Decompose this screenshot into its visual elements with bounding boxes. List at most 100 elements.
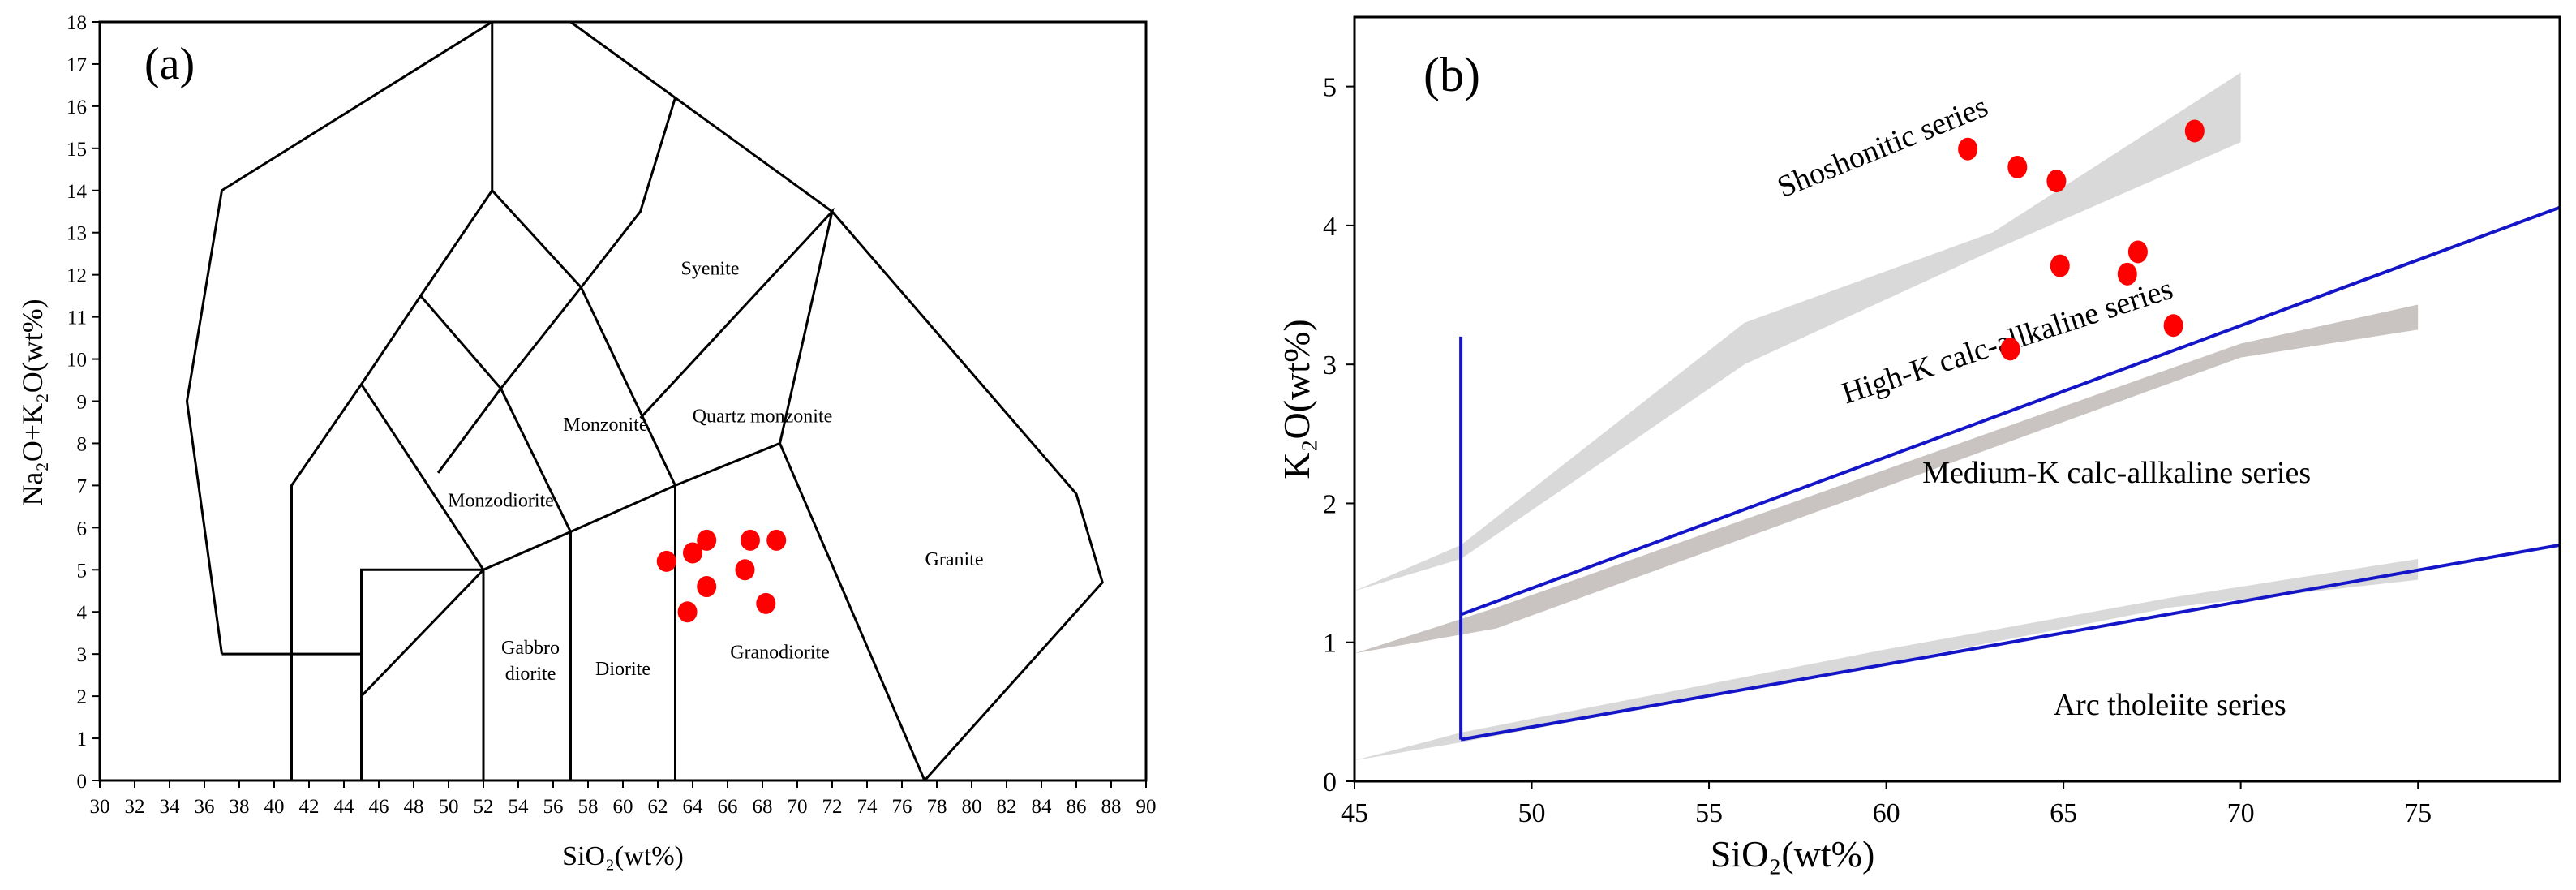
tas-x-tick-label: 70 — [788, 796, 808, 818]
tas-x-tick-label: 72 — [822, 796, 843, 818]
tas-x-tick-label: 62 — [648, 796, 668, 818]
tas-x-axis-label: SiO₂(wt%) — [562, 841, 684, 871]
tas-x-tick-label: 42 — [299, 796, 320, 818]
tas-boundary-line — [419, 295, 502, 389]
k2o-y-ticks: 0 1 2 3 4 5 — [1323, 73, 1355, 798]
tas-x-tick-label: 84 — [1032, 796, 1053, 818]
tas-x-tick-label: 56 — [543, 796, 564, 818]
tas-x-tick-label: 60 — [613, 796, 633, 818]
k2o-x-tick-label: 45 — [1341, 798, 1368, 828]
tas-x-tick-label: 88 — [1101, 796, 1122, 818]
tas-x-tick-label: 36 — [195, 796, 215, 818]
k2o-sample-point — [2117, 262, 2137, 286]
tas-sample-point — [756, 592, 776, 614]
tas-boundary-line — [639, 207, 835, 444]
tas-field-label: Monzonite — [564, 415, 648, 436]
tas-sample-point — [683, 542, 702, 564]
tas-field-label: Monzodiorite — [448, 490, 554, 511]
series-bands — [1355, 72, 2419, 761]
tas-sample-point — [697, 529, 717, 551]
k2o-x-axis-label: SiO₂(wt%) — [1711, 833, 1875, 875]
k2o-y-axis-label: K₂O(wt%) — [1276, 319, 1317, 479]
k2o-x-tick-label: 75 — [2404, 798, 2432, 828]
k2o-x-tick-label: 50 — [1518, 798, 1546, 828]
tholeiite-boundary-line — [1460, 543, 2561, 742]
tas-y-tick-label: 1 — [77, 729, 88, 750]
tas-boundary-line — [360, 383, 485, 571]
k2o-sample-points — [1958, 119, 2205, 361]
k2o-plot-frame — [1353, 15, 2561, 783]
tas-y-tick-label: 5 — [77, 560, 88, 582]
tas-x-tick-label: 48 — [404, 796, 424, 818]
tas-y-tick-label: 11 — [67, 307, 87, 329]
k2o-y-tick-label: 2 — [1323, 489, 1337, 519]
tas-y-tick-label: 6 — [77, 518, 88, 540]
tas-boundary-line — [290, 188, 926, 781]
tas-y-tick-label: 16 — [67, 97, 87, 118]
tas-field-label: Granite — [925, 549, 984, 570]
k2o-x-tick-label: 55 — [1695, 798, 1723, 828]
k2o-sample-point — [2050, 254, 2070, 277]
tas-y-tick-label: 7 — [77, 475, 88, 497]
panel-a-label: (a) — [144, 39, 195, 89]
shoshonitic-band — [1355, 72, 2241, 591]
tas-y-tick-label: 10 — [67, 350, 87, 372]
tas-diagram-panel: 30 32 34 36 38 40 42 44 46 48 50 52 54 56 58 60 62 64 66 68… — [16, 12, 1157, 871]
tas-field-boundaries — [185, 20, 1104, 782]
tas-x-tick-label: 32 — [125, 796, 145, 818]
tas-field-label: Syenite — [681, 259, 740, 280]
series-boundary-lines — [1459, 205, 2561, 742]
tas-x-tick-label: 74 — [857, 796, 878, 818]
tas-x-tick-label: 82 — [997, 796, 1017, 818]
k2o-sample-point — [2007, 155, 2028, 178]
tas-x-tick-label: 52 — [474, 796, 494, 818]
tas-field-label: Gabbro diorite — [501, 638, 560, 685]
k2o-sample-point — [2163, 314, 2183, 338]
tas-x-tick-label: 38 — [230, 796, 250, 818]
tas-x-tick-label: 54 — [509, 796, 530, 818]
high-k-boundary-line — [1460, 205, 2561, 617]
tas-field-label: Granodiorite — [730, 642, 830, 663]
tas-y-tick-label: 4 — [77, 602, 88, 624]
tas-y-tick-label: 3 — [77, 644, 88, 666]
tas-x-tick-label: 40 — [264, 796, 285, 818]
tas-x-tick-label: 86 — [1067, 796, 1087, 818]
tas-x-tick-label: 30 — [90, 796, 110, 818]
tas-x-tick-label: 76 — [892, 796, 912, 818]
tas-y-tick-label: 15 — [67, 139, 87, 161]
k2o-sample-point — [2184, 119, 2205, 143]
k2o-y-tick-label: 4 — [1323, 212, 1337, 242]
tas-boundary-line — [580, 97, 676, 289]
high-k-band — [1355, 304, 2419, 654]
tas-x-tick-label: 78 — [927, 796, 947, 818]
tas-boundary-line — [360, 569, 485, 698]
panel-b-label: (b) — [1423, 48, 1480, 101]
tas-x-tick-label: 90 — [1136, 796, 1157, 818]
tas-sample-points — [656, 529, 787, 623]
tas-x-ticks: 30 32 34 36 38 40 42 44 46 48 50 52 54 56 58 60 62 64 66 68… — [90, 780, 1157, 818]
tas-x-tick-label: 64 — [683, 796, 704, 818]
tas-y-axis-label: Na₂O+K₂O(wt%) — [16, 299, 49, 505]
k2o-sample-point — [2127, 240, 2148, 264]
tas-x-tick-label: 58 — [578, 796, 599, 818]
tas-y-tick-label: 8 — [77, 433, 88, 455]
tas-x-tick-label: 44 — [334, 796, 355, 818]
tas-x-tick-label: 50 — [439, 796, 459, 818]
tas-x-tick-label: 68 — [753, 796, 773, 818]
k2o-x-tick-label: 60 — [1873, 798, 1900, 828]
series-label: Medium-K calc-allkaline series — [1922, 456, 2311, 490]
k2o-sample-point — [2000, 338, 2020, 361]
tas-field-labels: Syenite Quartz monzonite Monzonite Monzodio… — [448, 259, 983, 686]
tas-y-tick-label: 0 — [77, 771, 88, 793]
k2o-y-tick-label: 1 — [1323, 629, 1337, 659]
tas-sample-point — [735, 559, 755, 581]
tas-y-tick-label: 18 — [67, 12, 87, 34]
tas-boundary-line — [500, 388, 572, 533]
k2o-y-tick-label: 0 — [1323, 767, 1337, 798]
tas-sample-point — [697, 576, 717, 598]
tas-sample-point — [656, 550, 676, 572]
tas-field-label: Diorite — [595, 659, 650, 680]
tas-x-tick-label: 66 — [718, 796, 738, 818]
